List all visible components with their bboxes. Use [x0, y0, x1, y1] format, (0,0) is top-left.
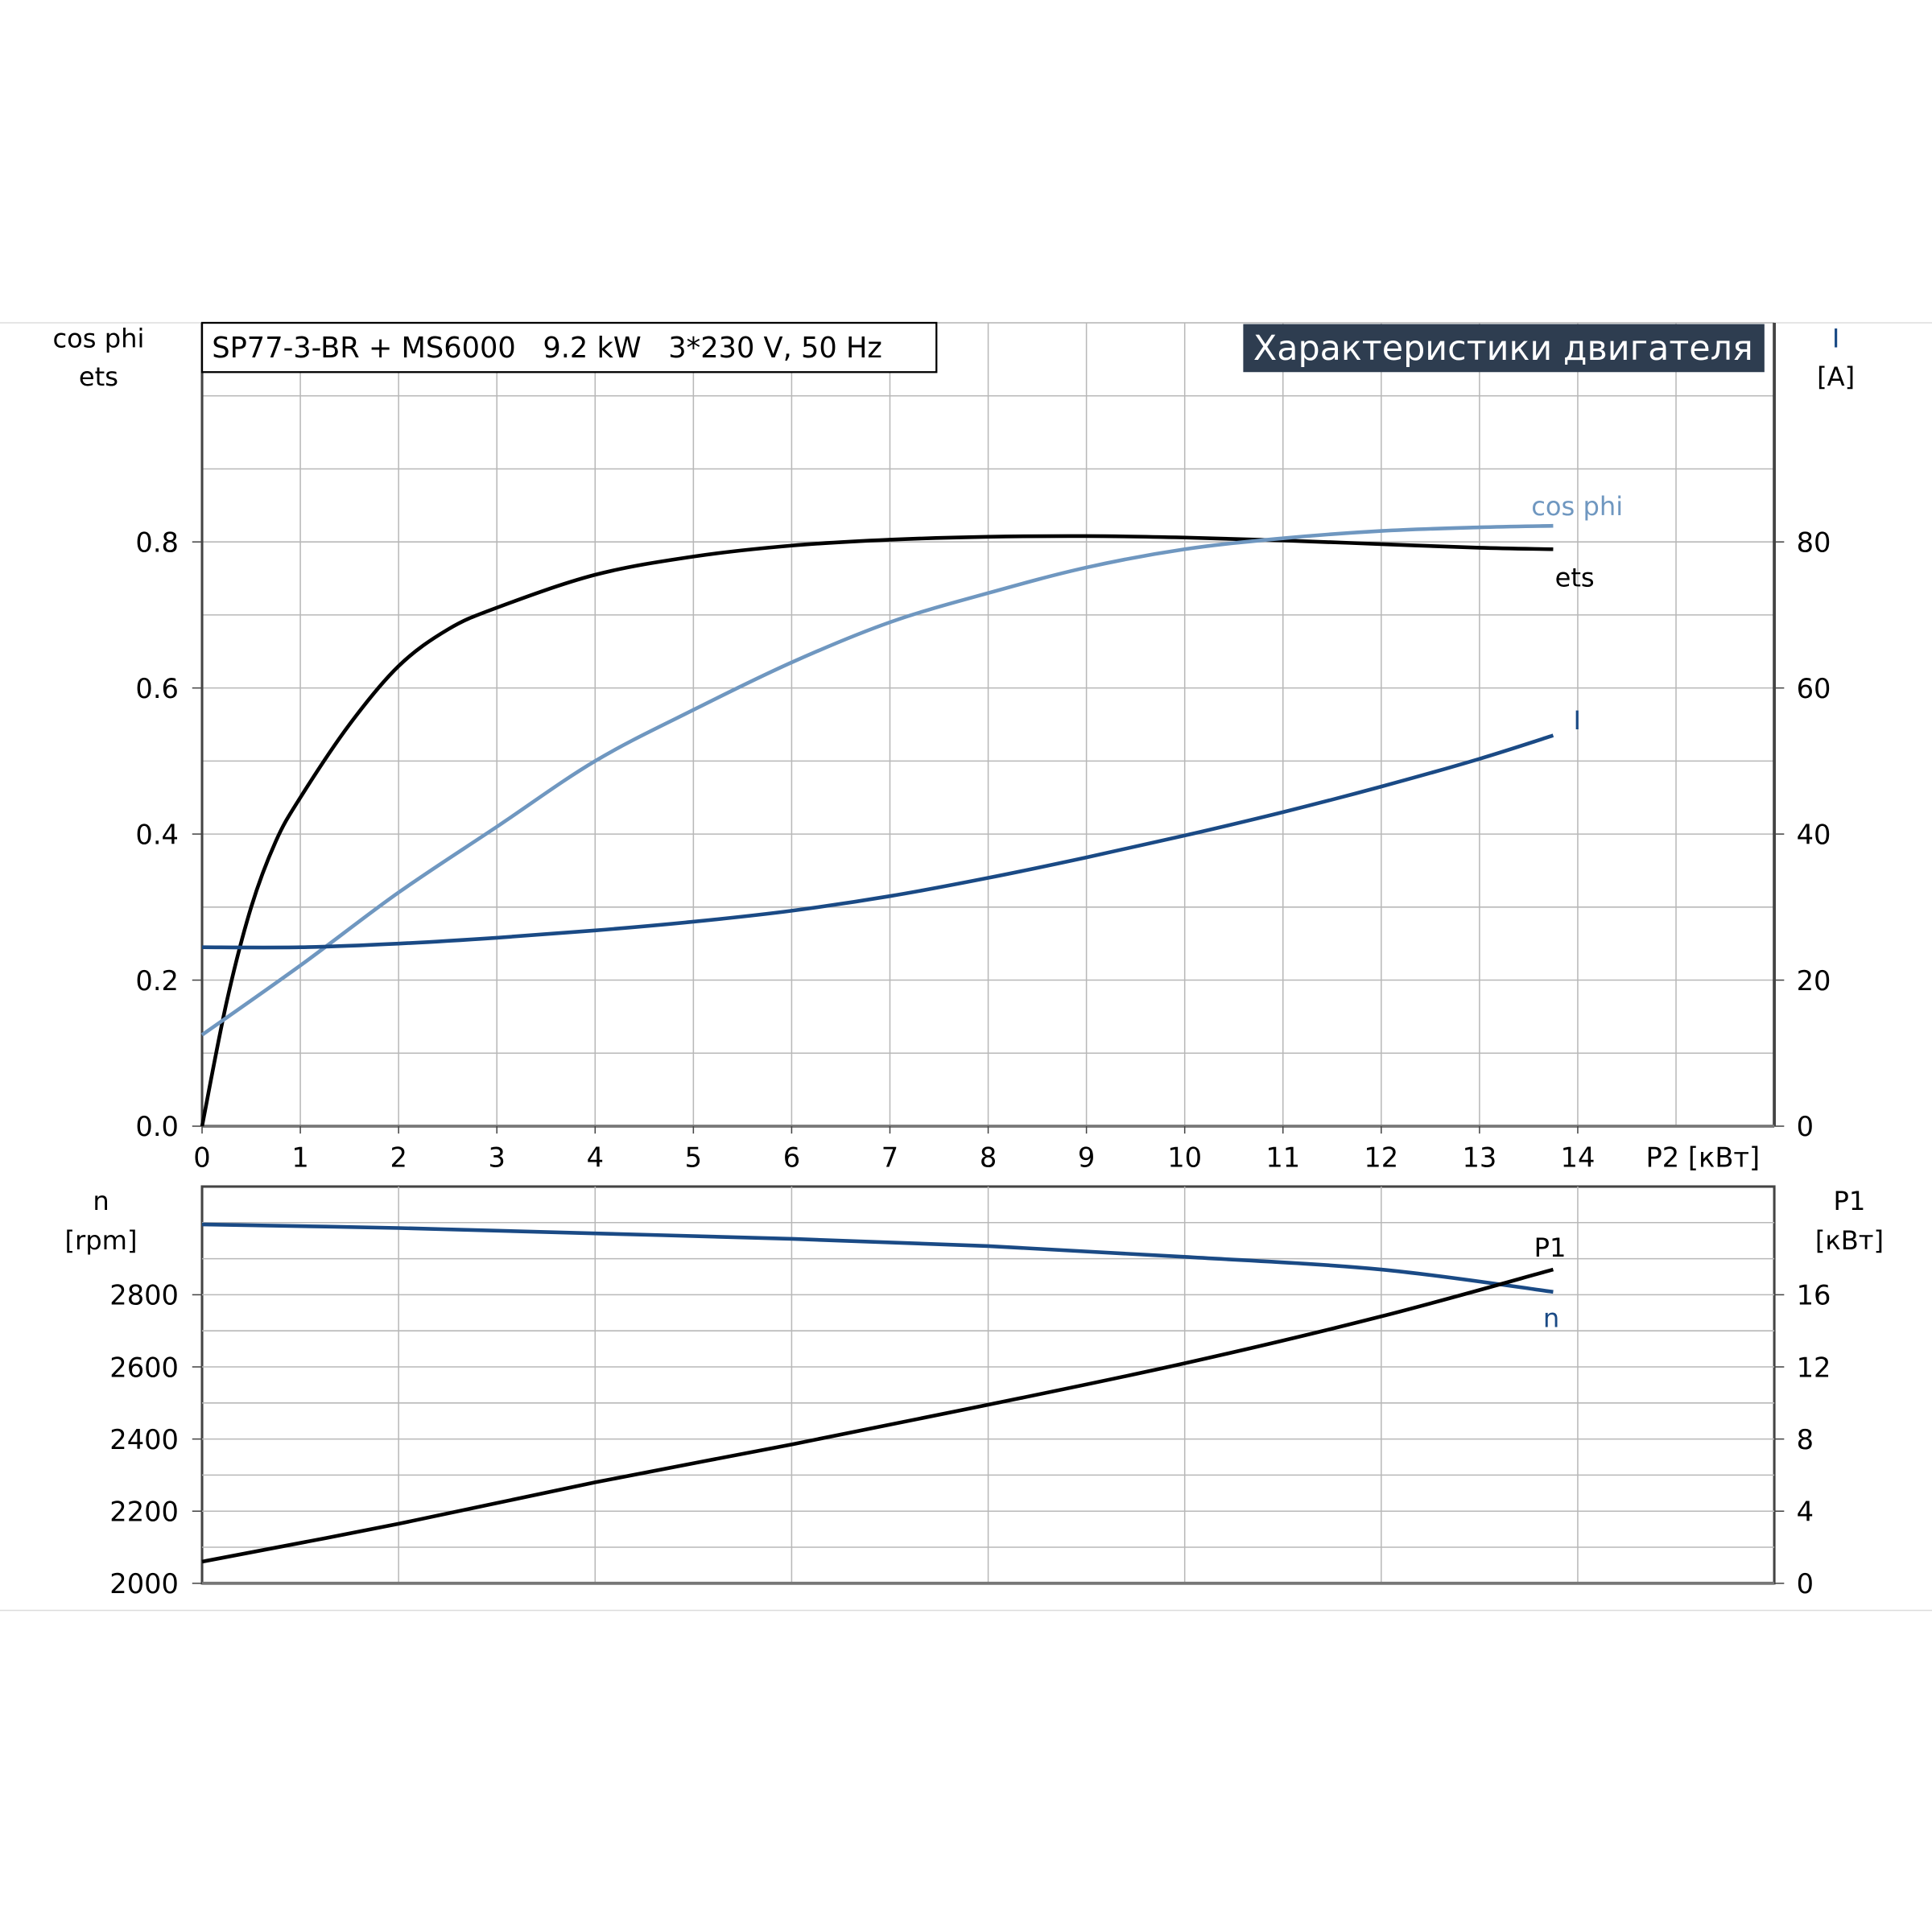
y-right-tick-label: 0: [1797, 1568, 1814, 1600]
y-left-tick-label: 2400: [109, 1424, 179, 1455]
y-left-tick-label: 0.8: [135, 526, 179, 558]
y-right-tick-label: 80: [1797, 526, 1831, 558]
series-label-p1: P1: [1534, 1232, 1567, 1263]
x-tick-label: 7: [881, 1141, 898, 1173]
series-label-n: n: [1543, 1302, 1559, 1333]
banner-box: [1243, 324, 1765, 373]
y-left-label-ets: ets: [79, 361, 118, 392]
y-right-label-p1: P1: [1834, 1186, 1866, 1216]
y-right-tick-label: 16: [1797, 1280, 1831, 1311]
y-left-tick-label: 2600: [109, 1352, 179, 1383]
y-left-tick-label: 2000: [109, 1568, 179, 1600]
curves: [200, 523, 1554, 1564]
y-right-tick-label: 60: [1797, 673, 1831, 704]
series-line-ets: [200, 534, 1554, 1127]
chart-title: SP77-3-BR + MS6000 9.2 kW 3*230 V, 50 Hz: [212, 332, 882, 365]
y-left-label-cosphi: cos phi: [52, 324, 144, 354]
y-right-tick-label: 4: [1797, 1496, 1814, 1527]
y-right-tick-label: 20: [1797, 965, 1831, 997]
y-right-tick-label: 8: [1797, 1424, 1814, 1455]
x-tick-label: 3: [489, 1141, 506, 1173]
x-tick-label: 10: [1167, 1141, 1202, 1173]
tick-labels: 0 1 2 3 4 5 6 7 8 9 10 11 12 13 140.00.20.40.60.802040…: [109, 526, 1831, 1600]
series-label-ets: ets: [1555, 563, 1595, 593]
x-tick-label: 4: [587, 1141, 604, 1173]
x-tick-label: 2: [390, 1141, 407, 1173]
x-tick-label: 9: [1078, 1141, 1095, 1173]
banner-title: Характеристики двигателя: [1253, 328, 1753, 369]
series-label-cosphi: cos phi: [1531, 491, 1623, 522]
y-right-label-i: I: [1832, 324, 1839, 354]
x-tick-label: 8: [980, 1141, 997, 1173]
y-left-label-rpm: [rpm]: [65, 1225, 138, 1256]
series-line-i: [202, 733, 1554, 950]
y-left-tick-label: 2800: [109, 1280, 179, 1311]
series-label-i: I: [1573, 705, 1580, 736]
series-line-p1: [201, 1267, 1554, 1564]
y-left-label-n: n: [93, 1186, 109, 1216]
x-tick-label: 13: [1462, 1141, 1496, 1173]
x-tick-label: 11: [1265, 1141, 1300, 1173]
x-tick-label: 12: [1364, 1141, 1398, 1173]
y-right-tick-label: 0: [1797, 1111, 1814, 1142]
series-line-cos-phi: [200, 523, 1554, 1037]
y-right-label-kw: [кВт]: [1815, 1225, 1884, 1256]
x-axis-label: P2 [кВт]: [1645, 1141, 1760, 1173]
bottom-grid: [200, 1185, 1776, 1585]
y-left-tick-label: 2200: [109, 1496, 179, 1527]
x-tick-label: 5: [685, 1141, 702, 1173]
x-tick-label: 0: [193, 1141, 210, 1173]
x-tick-label: 6: [783, 1141, 800, 1173]
y-right-tick-label: 12: [1797, 1352, 1831, 1383]
title-box: [200, 321, 938, 374]
y-left-tick-label: 0.4: [135, 819, 179, 850]
top-grid: [200, 322, 1776, 1128]
y-left-tick-label: 0.0: [135, 1111, 179, 1142]
y-left-tick-label: 0.2: [135, 965, 179, 997]
x-tick-label: 14: [1561, 1141, 1596, 1173]
y-left-tick-label: 0.6: [135, 673, 179, 704]
x-tick-label: 1: [291, 1141, 308, 1173]
y-right-tick-label: 40: [1797, 819, 1831, 850]
y-right-label-unit: [A]: [1817, 361, 1855, 392]
series-line-n: [201, 1222, 1554, 1294]
